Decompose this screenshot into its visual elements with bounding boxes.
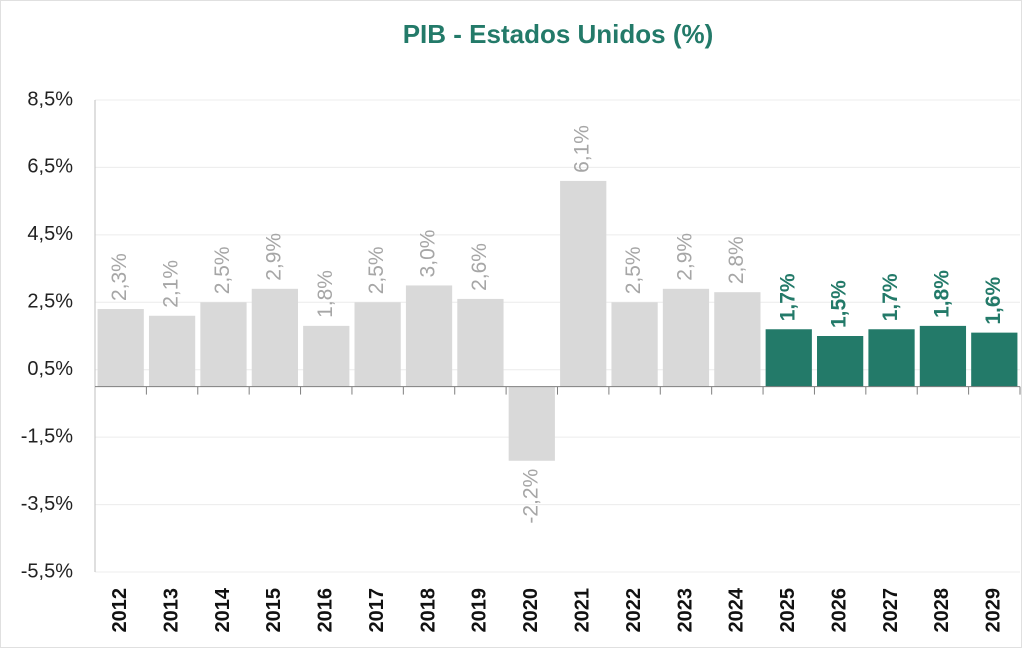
x-tick-label: 2021 bbox=[571, 588, 593, 633]
value-label: 2,8% bbox=[725, 236, 748, 284]
bar bbox=[251, 288, 298, 387]
bar bbox=[919, 325, 967, 387]
value-label: 1,7% bbox=[776, 273, 799, 321]
x-tick-label: 2020 bbox=[520, 588, 542, 633]
x-tick-label: 2014 bbox=[212, 587, 234, 632]
bar bbox=[354, 302, 401, 387]
bar bbox=[303, 325, 350, 387]
value-label: 2,1% bbox=[160, 260, 183, 308]
x-tick-label: 2013 bbox=[160, 588, 182, 633]
value-label: 3,0% bbox=[417, 230, 440, 278]
value-label: 2,5% bbox=[211, 246, 234, 294]
value-label: 2,9% bbox=[262, 233, 285, 281]
bar bbox=[97, 309, 144, 387]
bar bbox=[405, 285, 453, 387]
value-label: 1,8% bbox=[930, 270, 953, 318]
x-tick-label: 2024 bbox=[726, 587, 748, 632]
bar bbox=[817, 336, 864, 387]
bar bbox=[662, 288, 710, 387]
value-label: 2,9% bbox=[674, 233, 697, 281]
x-tick-label: 2012 bbox=[109, 588, 131, 633]
y-tick-label: 8,5% bbox=[27, 88, 73, 110]
y-tick-label: 4,5% bbox=[27, 223, 73, 245]
chart-title: PIB - Estados Unidos (%) bbox=[403, 19, 714, 49]
y-tick-label: 0,5% bbox=[27, 358, 73, 380]
value-label: 2,6% bbox=[468, 243, 491, 291]
y-tick-label: 6,5% bbox=[27, 156, 73, 178]
x-tick-label: 2025 bbox=[777, 588, 799, 633]
y-tick-label: 2,5% bbox=[27, 291, 73, 313]
y-tick-label: -1,5% bbox=[21, 425, 73, 447]
x-tick-label: 2016 bbox=[315, 588, 337, 633]
x-tick-label: 2029 bbox=[983, 588, 1005, 633]
bar bbox=[611, 302, 658, 387]
x-tick-label: 2028 bbox=[931, 588, 953, 633]
x-tick-label: 2015 bbox=[263, 588, 285, 633]
value-label: -2,2% bbox=[519, 469, 542, 524]
bar bbox=[457, 298, 504, 387]
y-tick-label: -5,5% bbox=[21, 560, 73, 582]
value-label: 1,7% bbox=[879, 273, 902, 321]
value-label: 2,5% bbox=[365, 246, 388, 294]
x-tick-label: 2027 bbox=[880, 588, 902, 633]
bar bbox=[868, 329, 915, 387]
value-label: 1,8% bbox=[314, 270, 337, 318]
bar bbox=[971, 332, 1018, 387]
bar bbox=[148, 315, 196, 387]
x-tick-label: 2017 bbox=[366, 588, 388, 633]
bar bbox=[714, 292, 761, 387]
bar bbox=[560, 180, 607, 387]
x-tick-label: 2019 bbox=[469, 588, 491, 633]
x-tick-label: 2018 bbox=[417, 588, 439, 633]
x-tick-label: 2022 bbox=[623, 588, 645, 633]
x-tick-label: 2026 bbox=[828, 588, 850, 633]
bar bbox=[508, 386, 555, 461]
bar bbox=[200, 302, 247, 387]
value-label: 1,5% bbox=[828, 280, 851, 328]
value-label: 2,3% bbox=[108, 253, 131, 301]
value-label: 1,6% bbox=[982, 276, 1005, 324]
x-tick-label: 2023 bbox=[674, 588, 696, 633]
value-label: 2,5% bbox=[622, 246, 645, 294]
bar bbox=[765, 329, 812, 387]
y-tick-label: -3,5% bbox=[21, 493, 73, 515]
value-label: 6,1% bbox=[571, 125, 594, 173]
